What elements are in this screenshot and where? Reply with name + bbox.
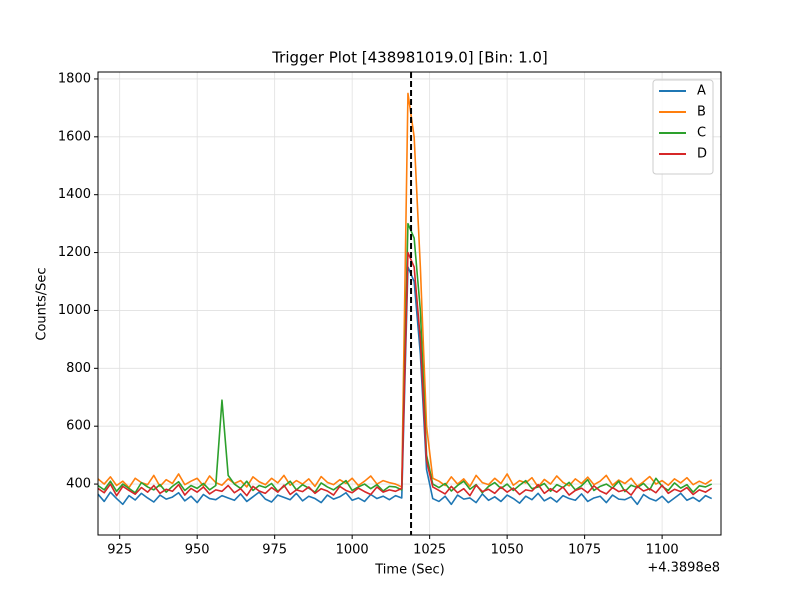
data-line	[97, 251, 713, 497]
x-tick-label: 1025	[413, 543, 446, 558]
y-tick-label: 1800	[58, 71, 91, 86]
y-axis-label: Counts/Sec	[35, 267, 50, 340]
y-tick-label: 1600	[58, 129, 91, 144]
legend-label: C	[697, 126, 706, 141]
x-tick-label: 1000	[336, 543, 369, 558]
chart-title: Trigger Plot [438981019.0] [Bin: 1.0]	[271, 49, 548, 67]
legend-label: B	[697, 105, 706, 120]
x-axis-label: Time (Sec)	[374, 563, 445, 578]
y-tick-label: 800	[66, 361, 91, 376]
legend-label: A	[697, 84, 706, 99]
plot-frame	[97, 71, 722, 536]
x-tick-label: 975	[262, 543, 287, 558]
y-tick-label: 1000	[58, 303, 91, 318]
data-line	[97, 92, 713, 489]
x-offset-label: +4.3898e8	[647, 561, 720, 576]
x-tick-label: 1050	[491, 543, 524, 558]
legend-label: D	[697, 147, 707, 162]
y-tick-label: 1400	[58, 187, 91, 202]
x-tick-label: 925	[107, 543, 132, 558]
x-tick-label: 1100	[646, 543, 679, 558]
y-tick-label: 400	[66, 477, 91, 492]
legend-box	[652, 79, 714, 175]
x-tick-label: 950	[185, 543, 210, 558]
x-tick-label: 1075	[568, 543, 601, 558]
y-tick-label: 600	[66, 419, 91, 434]
y-tick-label: 1200	[58, 245, 91, 260]
